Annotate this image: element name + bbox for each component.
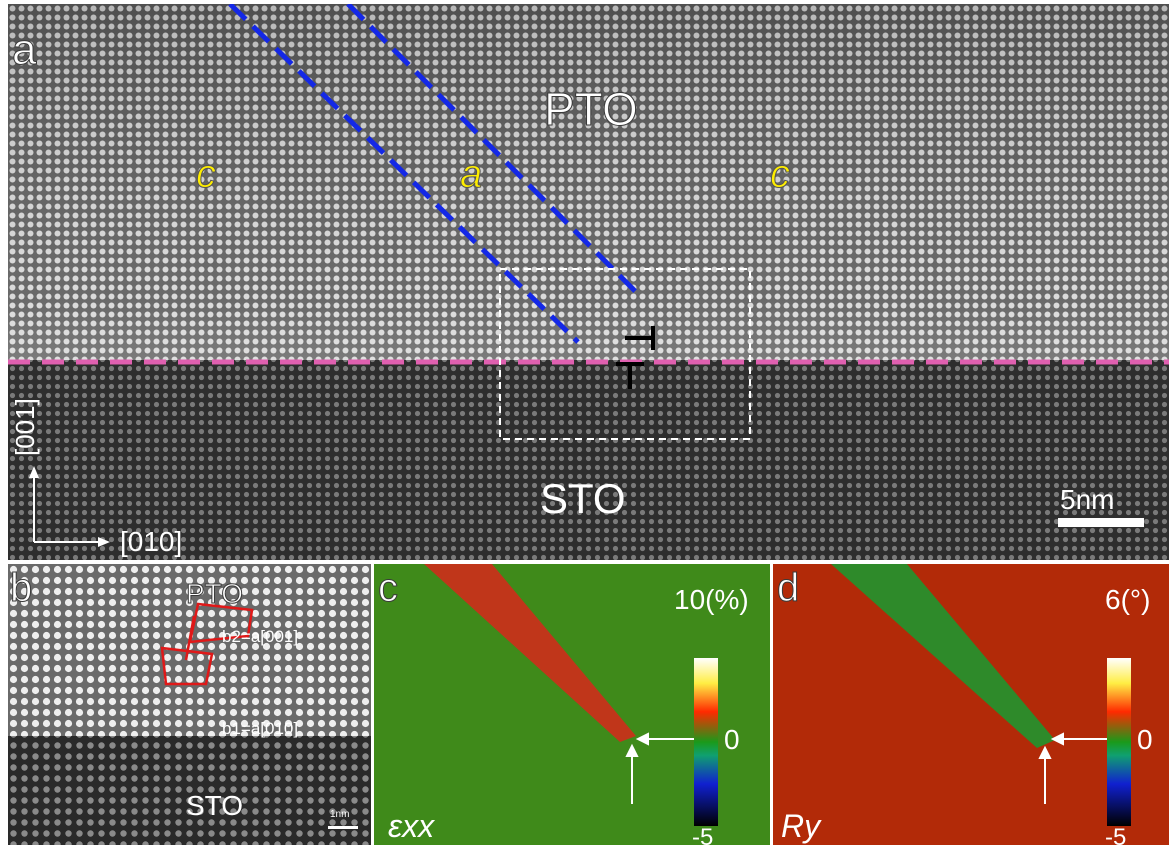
- scale-bar-label-b: 1nm: [330, 809, 350, 820]
- burgers-circuit: [160, 602, 254, 686]
- panel-b-zoomed-image: b PTO STO b2=a[001] b1=a[010] 1nm: [8, 564, 371, 845]
- panel-c-map: [374, 564, 770, 845]
- domain-boundary-left: [228, 4, 580, 344]
- domain-label-a: a: [459, 152, 483, 196]
- panel-b-lattice: [8, 564, 371, 845]
- region-of-interest-box: [499, 268, 751, 440]
- panel-letter-c: c: [378, 566, 399, 610]
- panel-d-map: [773, 564, 1169, 845]
- axis-label-010: [010]: [120, 526, 183, 557]
- colorbar-d-min: -5: [1105, 824, 1127, 845]
- panel-d-rotation-map: d 6(°) 0 -5 Ry: [773, 564, 1169, 845]
- a-domain-strain-band: [424, 564, 636, 742]
- map-symbol-strain: εxx: [388, 808, 435, 844]
- a-domain-rotation-band: [831, 564, 1055, 748]
- dislocation-symbol-upper: [625, 326, 655, 350]
- dislocation-arrows-c: [625, 732, 694, 804]
- dislocation-arrows-d: [1038, 732, 1107, 804]
- panel-letter-b: b: [9, 566, 33, 610]
- colorbar-c: [694, 658, 718, 826]
- scale-bar-a: [1058, 518, 1144, 527]
- domain-label-c-right: c: [770, 152, 791, 196]
- panel-c-strain-map: c 10(%) 0 -5 εxx: [374, 564, 770, 845]
- colorbar-d-max: 6(°): [1105, 584, 1151, 615]
- map-symbol-rotation: Ry: [781, 808, 821, 844]
- colorbar-c-max: 10(%): [674, 584, 749, 615]
- scale-bar-label-a: 5nm: [1060, 484, 1115, 515]
- film-label-pto: PTO: [544, 83, 639, 135]
- colorbar-d: [1107, 658, 1131, 826]
- burgers-vector-b2: b2=a[001]: [222, 627, 299, 646]
- sto-substrate-region: [8, 360, 1169, 560]
- panel-a-stem-image: a PTO STO c a c [001] [010] 5nm: [8, 4, 1169, 560]
- colorbar-c-min: -5: [692, 824, 714, 845]
- burgers-vector-b1: b1=a[010]: [222, 719, 299, 738]
- substrate-label-sto: STO: [540, 475, 626, 522]
- domain-boundary-right: [346, 4, 642, 298]
- axis-label-001: [001]: [10, 398, 40, 456]
- domain-label-c-left: c: [196, 152, 217, 196]
- dislocation-symbol-lower: [616, 362, 644, 389]
- panel-a-lattice: [8, 4, 1169, 560]
- colorbar-d-zero: 0: [1137, 724, 1153, 755]
- scale-bar-b: [328, 826, 358, 829]
- substrate-label-sto-b: STO: [186, 790, 244, 821]
- film-label-pto-b: PTO: [185, 578, 244, 609]
- panel-letter-d: d: [776, 566, 800, 610]
- crystal-axes-arrows: [29, 466, 110, 547]
- colorbar-c-zero: 0: [724, 724, 740, 755]
- panel-letter-a: a: [11, 25, 37, 74]
